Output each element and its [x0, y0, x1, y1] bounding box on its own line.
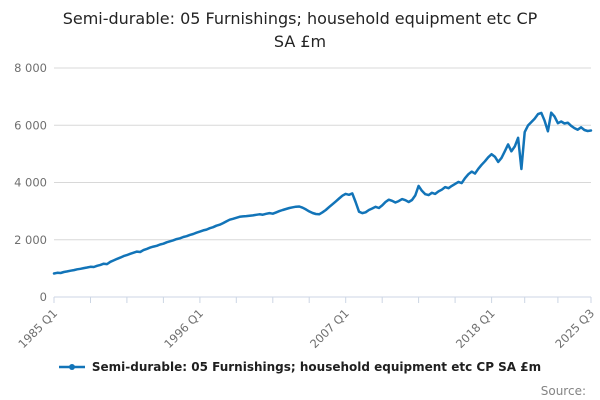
y-axis-label: 4 000	[14, 176, 47, 190]
x-axis-ticks	[53, 297, 592, 303]
y-axis-label: 8 000	[14, 61, 47, 75]
legend-label: Semi-durable: 05 Furnishings; household …	[91, 360, 542, 374]
legend-item[interactable]: Semi-durable: 05 Furnishings; household …	[58, 360, 542, 374]
legend: Semi-durable: 05 Furnishings; household …	[0, 360, 600, 374]
y-axis-labels: 0 2 000 4 000 6 000 8 000	[14, 61, 47, 304]
x-axis-label: 2007 Q1	[307, 306, 352, 351]
x-axis-label: 1996 Q1	[161, 306, 206, 351]
y-axis-label: 6 000	[14, 118, 47, 132]
chart-title-line2: SA £m	[273, 32, 327, 51]
chart-title: Semi-durable: 05 Furnishings; household …	[0, 7, 600, 53]
series-line	[52, 111, 593, 275]
x-axis-labels: 1985 Q1 1996 Q1 2007 Q1 2018 Q1 2025 Q3	[15, 306, 597, 351]
gridlines	[54, 67, 591, 241]
y-axis-label: 2 000	[14, 233, 47, 247]
x-axis-label: 2018 Q1	[453, 306, 498, 351]
legend-line-marker-icon	[58, 364, 85, 370]
x-axis-label: 2025 Q3	[552, 306, 597, 351]
y-axis-label: 0	[40, 290, 47, 304]
chart-title-line1: Semi-durable: 05 Furnishings; household …	[62, 9, 538, 28]
x-axis-label: 1985 Q1	[15, 306, 60, 351]
source-label: Source:	[540, 384, 586, 398]
legend-marker-dot	[68, 364, 75, 370]
